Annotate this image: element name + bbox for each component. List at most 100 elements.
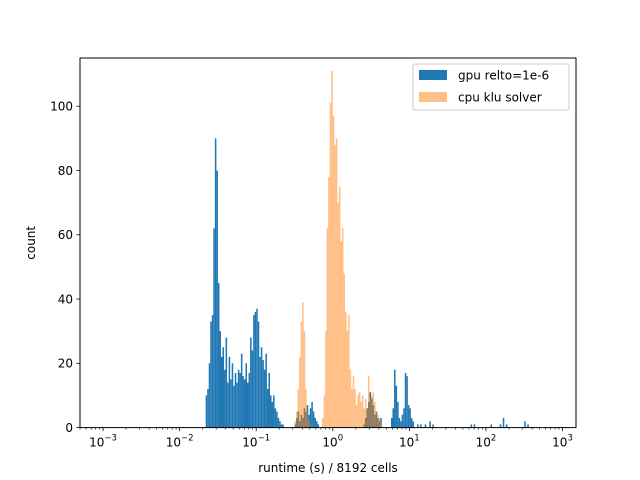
hist-bar: [334, 144, 336, 428]
hist-bar: [254, 311, 257, 428]
hist-bar: [234, 372, 237, 428]
hist-bar: [309, 408, 312, 428]
hist-bar: [360, 401, 362, 428]
hist-bar: [470, 424, 473, 428]
hist-bar: [424, 424, 427, 428]
hist-bar: [473, 424, 476, 428]
hist-bar: [247, 382, 249, 428]
y-ticks: 0 20 40 60 80 100: [50, 100, 80, 435]
hist-bar: [262, 360, 264, 428]
hist-bar: [354, 389, 356, 428]
hist-bar: [406, 376, 408, 428]
x-tick-label: 10−1: [242, 434, 270, 450]
y-tick-label: 0: [65, 421, 73, 435]
hist-bar: [225, 337, 228, 428]
hist-bar: [410, 417, 413, 428]
y-tick-label: 20: [58, 357, 73, 371]
bars-layer: [205, 70, 529, 428]
hist-bar: [378, 417, 381, 428]
hist-bar: [374, 401, 376, 428]
hist-bar: [219, 331, 221, 428]
hist-bar: [361, 395, 364, 428]
hist-bar: [294, 421, 297, 428]
hist-bar: [256, 308, 258, 428]
hist-bar: [351, 389, 353, 428]
hist-bar: [429, 421, 431, 428]
hist-bar: [250, 337, 252, 428]
hist-bar: [214, 138, 217, 428]
hist-bar: [412, 421, 414, 428]
hist-bar: [363, 408, 365, 428]
hist-bar: [299, 356, 301, 428]
x-tick-label: 102: [476, 434, 497, 450]
hist-bar: [230, 379, 232, 428]
hist-bar: [274, 408, 277, 428]
hist-bar: [213, 228, 215, 428]
hist-bar: [401, 414, 404, 428]
hist-bar: [237, 369, 240, 428]
hist-bar: [211, 315, 214, 428]
hist-bar: [315, 421, 318, 428]
hist-bar: [222, 347, 225, 428]
plot-frame: [79, 57, 577, 429]
hist-bar: [417, 424, 419, 428]
hist-bar: [240, 353, 243, 428]
hist-bar: [341, 228, 344, 428]
hist-bar: [346, 331, 349, 428]
hist-bar: [420, 424, 422, 428]
hist-bar: [332, 115, 335, 428]
hist-bar: [248, 372, 251, 428]
x-tick-label: 10−2: [166, 434, 194, 450]
hist-bar: [260, 347, 263, 428]
hist-bar: [395, 385, 398, 428]
hist-bar: [335, 138, 338, 428]
hist-bar: [311, 401, 313, 428]
hist-bar: [263, 369, 266, 428]
hist-bar: [407, 405, 410, 428]
hist-bar: [372, 392, 375, 428]
hist-bar: [308, 414, 310, 428]
hist-bar: [302, 302, 304, 428]
hist-bar: [322, 417, 324, 428]
y-tick-label: 80: [58, 164, 73, 178]
hist-bar: [368, 376, 370, 428]
x-tick-label: 101: [399, 434, 420, 450]
hist-bar: [432, 424, 434, 428]
hist-bar: [208, 363, 211, 428]
hist-bar: [300, 321, 303, 428]
hist-bar: [236, 382, 238, 428]
legend-swatch-cpu: [419, 92, 447, 102]
hist-bar: [220, 356, 223, 428]
hist-bar: [338, 186, 341, 428]
hist-bar: [499, 424, 502, 428]
hist-bar: [257, 321, 260, 428]
hist-bar: [377, 414, 379, 428]
hist-bar: [216, 170, 218, 428]
hist-bar: [390, 417, 393, 428]
hist-bar: [231, 363, 234, 428]
x-ticks: 10−3 10−2 10−1 100 101 102 103: [79, 427, 573, 450]
hist-bar: [527, 424, 529, 428]
hist-bar: [317, 424, 319, 428]
hist-bar: [358, 392, 361, 428]
hist-bar: [502, 417, 505, 428]
x-axis-label: runtime (s) / 8192 cells: [258, 461, 398, 475]
hist-bar: [371, 395, 373, 428]
hist-bar: [265, 353, 267, 428]
x-tick-label: 10−3: [89, 434, 117, 450]
legend-swatch-gpu: [419, 70, 447, 80]
hist-bar: [314, 417, 316, 428]
hist-bar: [210, 321, 212, 428]
hist-bar: [253, 315, 255, 428]
series-0: [205, 138, 529, 428]
hist-bar: [233, 385, 235, 428]
hist-bar: [343, 273, 346, 428]
hist-bar: [375, 411, 378, 428]
hist-bar: [207, 389, 209, 428]
x-tick-label: 103: [552, 434, 573, 450]
y-tick-label: 100: [50, 100, 73, 114]
hist-bar: [345, 311, 347, 428]
hist-bar: [337, 202, 339, 428]
hist-bar: [349, 369, 352, 428]
hist-bar: [308, 421, 310, 428]
